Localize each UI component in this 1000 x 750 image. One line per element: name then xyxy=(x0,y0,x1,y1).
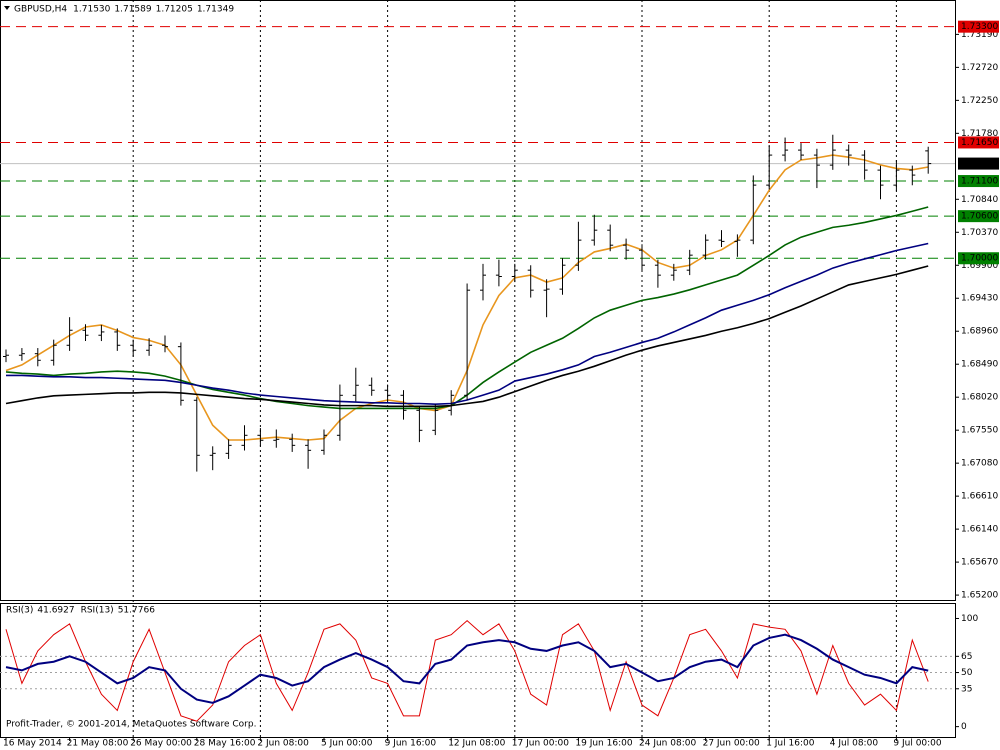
current-price-label: 1.71349 xyxy=(961,159,998,169)
y-tick-label: 1.66140 xyxy=(961,525,998,535)
level-label: 1.70000 xyxy=(961,254,998,264)
quote-value: 1.71530 xyxy=(73,5,110,15)
level-label: 1.73300 xyxy=(961,22,998,32)
y-tick-label: 1.68960 xyxy=(961,327,998,337)
y-tick-label: 1.65670 xyxy=(961,558,998,568)
y-tick-label: 1.69900 xyxy=(961,261,998,271)
x-tick-label: 21 May 08:00 xyxy=(67,739,129,749)
quote-value: 1.71205 xyxy=(156,5,193,15)
quote-value: 1.71589 xyxy=(114,5,151,15)
x-tick-label: 2 Jun 08:00 xyxy=(257,739,309,749)
y-tick-label: 1.72250 xyxy=(961,96,998,106)
level-tag xyxy=(958,175,999,188)
quote-value: 1.71349 xyxy=(197,5,234,15)
y-tick-label: 1.70370 xyxy=(961,228,998,238)
y-tick-label: 0 xyxy=(961,722,967,732)
x-tick-label: 17 Jun 00:00 xyxy=(512,739,569,749)
symbol: GBPUSD,H4 xyxy=(14,5,67,15)
x-tick-label: 5 Jun 00:00 xyxy=(321,739,373,749)
y-tick-label: 1.67080 xyxy=(961,459,998,469)
x-tick-label: 1 Jul 16:00 xyxy=(766,739,815,749)
copyright: Profit-Trader, © 2001-2014, MetaQuotes S… xyxy=(6,720,256,730)
y-tick-label: 50 xyxy=(961,668,973,678)
moving-average xyxy=(5,265,929,408)
main-panel-frame xyxy=(0,0,956,601)
y-tick-label: 1.73190 xyxy=(961,30,998,40)
y-tick-label: 1.65200 xyxy=(961,591,998,601)
level-tag xyxy=(958,210,999,223)
y-tick-label: 65 xyxy=(961,652,972,662)
x-tick-label: 4 Jul 08:00 xyxy=(830,739,879,749)
y-tick-label: 35 xyxy=(961,684,972,694)
level-label: 1.71650 xyxy=(961,138,998,148)
y-tick-label: 1.68020 xyxy=(961,393,998,403)
x-tick-label: 24 Jun 08:00 xyxy=(639,739,696,749)
x-tick-label: 27 Jun 00:00 xyxy=(703,739,760,749)
x-tick-label: 9 Jun 16:00 xyxy=(385,739,437,749)
x-tick-label: 28 May 16:00 xyxy=(194,739,256,749)
series-name: RSI(13) xyxy=(81,606,114,616)
x-tick-label: 16 May 2014 xyxy=(3,739,62,749)
rsi-panel-frame xyxy=(0,603,956,738)
level-tag xyxy=(958,252,999,265)
rsi-line xyxy=(5,633,929,704)
menu-triangle[interactable] xyxy=(4,6,10,10)
x-tick-label: 19 Jun 16:00 xyxy=(575,739,632,749)
level-tag xyxy=(958,136,999,149)
level-label: 1.70600 xyxy=(961,212,998,222)
current-price-tag xyxy=(958,157,999,170)
x-tick-label: 12 Jun 08:00 xyxy=(448,739,505,749)
x-tick-label: 9 Jul 00:00 xyxy=(893,739,942,749)
x-tick-label: 26 May 00:00 xyxy=(130,739,192,749)
y-tick-label: 1.70840 xyxy=(961,195,998,205)
y-tick-label: 1.67550 xyxy=(961,426,998,436)
y-tick-label: 1.69430 xyxy=(961,294,998,304)
level-tag xyxy=(958,20,999,33)
level-label: 1.71100 xyxy=(961,177,998,187)
y-tick-label: 1.68490 xyxy=(961,360,998,370)
y-tick-label: 1.66610 xyxy=(961,492,998,502)
series-name: RSI(3) xyxy=(6,606,33,616)
y-tick-label: 1.71780 xyxy=(961,129,998,139)
y-tick-label: 1.72720 xyxy=(961,63,998,73)
y-tick-label: 100 xyxy=(961,614,978,624)
rsi-line xyxy=(5,619,929,722)
series-last-value: 51.7766 xyxy=(118,606,155,616)
series-last-value: 41.6927 xyxy=(37,606,74,616)
